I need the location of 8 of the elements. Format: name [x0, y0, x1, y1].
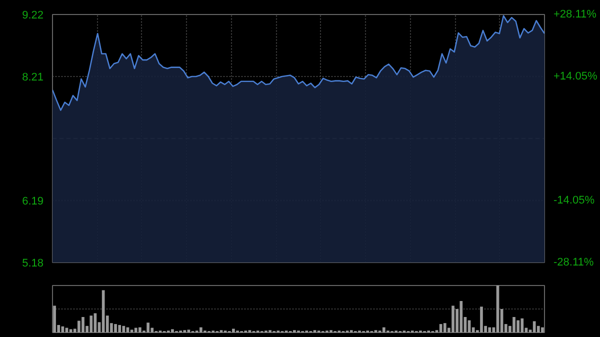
y2-tick-label: +14.05%	[554, 70, 598, 83]
y-tick-label: 6.19	[22, 196, 44, 208]
y2-tick-label: +28.11%	[554, 8, 597, 20]
y-tick-label: 5.18	[22, 258, 44, 270]
y-tick-label: 9.22	[22, 10, 44, 22]
y2-tick-label: -28.11%	[554, 256, 594, 268]
y2-tick-label: -14.05%	[554, 194, 595, 206]
y-tick-label: 8.21	[22, 72, 44, 84]
